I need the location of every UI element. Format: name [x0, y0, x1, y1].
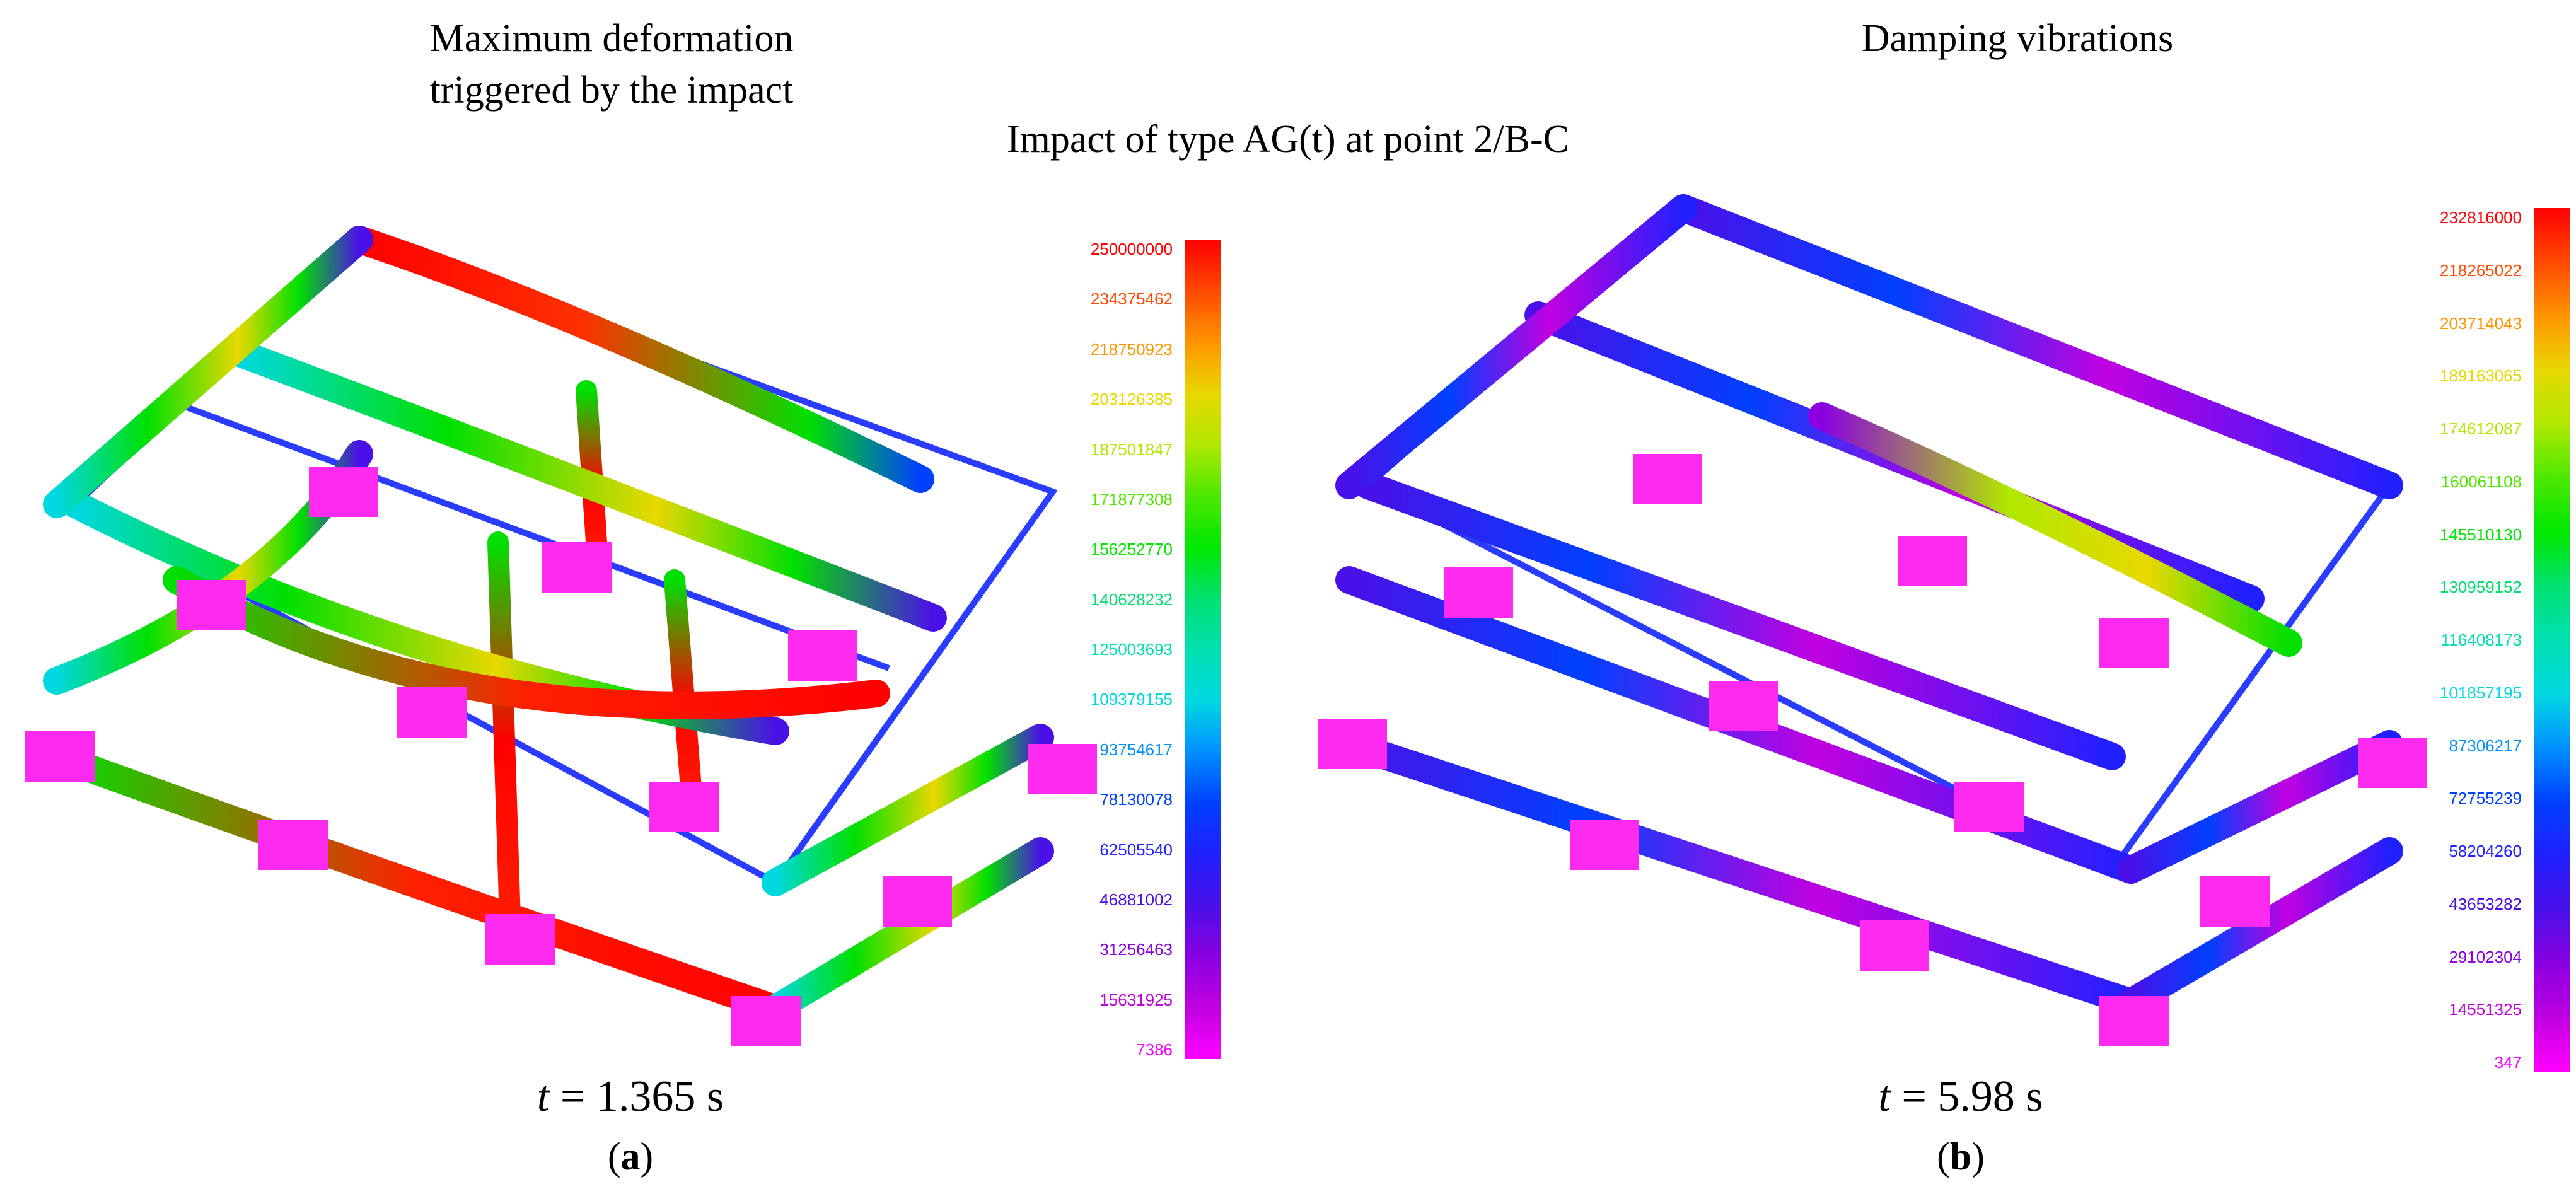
panel-a-label-close: )	[640, 1135, 654, 1178]
legend-tick-label: 140628232	[1090, 589, 1173, 609]
panel-b-title: Damping vibrations	[1861, 17, 2174, 60]
panel-b-time: t = 5.98 s	[1772, 1072, 2150, 1122]
legend-tick-label: 218750923	[1090, 339, 1173, 359]
panel-a-legend-labels: 250000000 234375462 218750923 203126385 1875…	[1034, 240, 1173, 1059]
legend-tick-label: 62505540	[1099, 840, 1173, 859]
legend-tick-label: 160061108	[2440, 472, 2522, 491]
panel-a-diagram	[25, 226, 1097, 1046]
panel-a-label-letter: a	[620, 1135, 641, 1178]
legend-tick-label: 203714043	[2439, 313, 2522, 333]
legend-tick-label: 250000000	[1090, 240, 1173, 258]
panel-b-time-var: t	[1878, 1072, 1891, 1121]
panel-b-legend-bar	[2534, 208, 2570, 1072]
legend-tick-label: 189163065	[2439, 366, 2522, 386]
legend-tick-label: 58204260	[2449, 842, 2522, 861]
legend-tick-label: 101857195	[2439, 683, 2522, 702]
legend-tick-label: 14551325	[2449, 1000, 2522, 1019]
panel-b-diagram	[1318, 194, 2427, 1046]
panel-a-time-var: t	[537, 1072, 550, 1121]
panel-a-title-line2: triggered by the impact	[429, 69, 794, 112]
legend-tick-label: 156252770	[1090, 540, 1173, 559]
legend-tick-label: 171877308	[1090, 489, 1173, 509]
legend-tick-label: 72755239	[2449, 789, 2522, 808]
panel-a-legend-bar	[1185, 240, 1221, 1059]
legend-tick-label: 234375462	[1090, 289, 1173, 309]
legend-tick-label: 145510130	[2439, 525, 2522, 544]
panel-a-time-value: = 1.365 s	[549, 1072, 724, 1121]
panel-b-time-value: = 5.98 s	[1890, 1072, 2043, 1121]
panel-b-legend-labels: 232816000 218265022 203714043 189163065 1746…	[2383, 208, 2522, 1072]
legend-tick-label: 174612087	[2439, 419, 2522, 438]
legend-tick-label: 109379155	[1090, 690, 1173, 709]
panel-b-label-letter: b	[1949, 1135, 1972, 1178]
legend-tick-label: 29102304	[2449, 947, 2522, 966]
legend-tick-label: 347	[2494, 1053, 2522, 1072]
legend-tick-label: 46881002	[1099, 890, 1173, 909]
legend-tick-label: 116408173	[2440, 630, 2522, 649]
legend-tick-label: 78130078	[1099, 790, 1173, 809]
center-title: Impact of type AG(t) at point 2/B-C	[1007, 118, 1569, 161]
supports	[1318, 454, 2427, 1046]
legend-tick-label: 203126385	[1090, 390, 1173, 409]
panel-b-label-open: (	[1937, 1135, 1950, 1178]
panel-b-label: (b)	[1866, 1135, 2055, 1180]
panel-b-label-close: )	[1971, 1135, 1985, 1178]
beams	[43, 226, 1054, 1023]
legend-tick-label: 87306217	[2449, 736, 2522, 755]
legend-tick-label: 125003693	[1090, 640, 1173, 659]
legend-tick-label: 15631925	[1099, 990, 1173, 1009]
panel-a-label: (a)	[536, 1135, 725, 1180]
legend-tick-label: 232816000	[2439, 208, 2522, 227]
panel-a-title-line1: Maximum deformation	[429, 17, 794, 60]
panel-a-time: t = 1.365 s	[441, 1072, 820, 1122]
legend-tick-label: 7386	[1136, 1040, 1173, 1059]
panel-a-title: Maximum deformation triggered by the imp…	[353, 13, 870, 116]
legend-tick-label: 31256463	[1099, 940, 1173, 959]
legend-tick-label: 130959152	[2439, 577, 2522, 597]
legend-tick-label: 218265022	[2439, 260, 2522, 280]
legend-tick-label: 43653282	[2449, 894, 2522, 913]
legend-tick-label: 93754617	[1099, 739, 1173, 759]
supports	[25, 467, 1097, 1046]
legend-tick-label: 187501847	[1090, 439, 1173, 459]
panel-a-label-open: (	[607, 1135, 621, 1178]
